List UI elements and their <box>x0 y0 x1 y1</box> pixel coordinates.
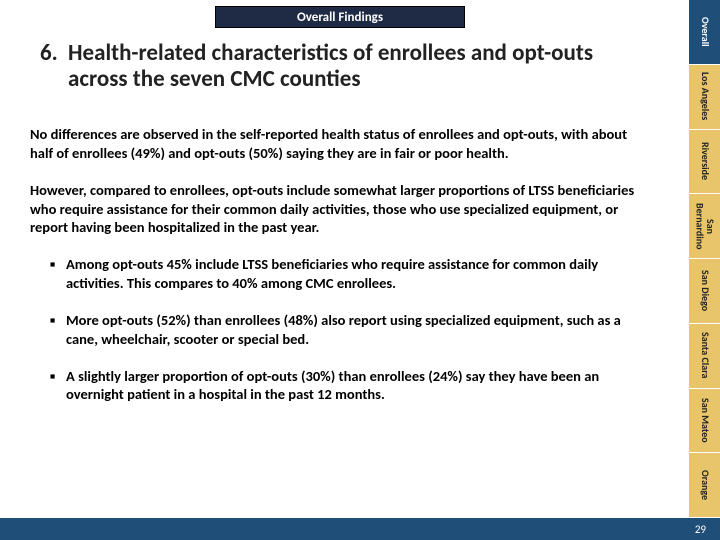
bullet-mark: ▪ <box>50 311 66 349</box>
side-tab-los-angeles[interactable]: Los Angeles <box>689 65 720 130</box>
list-item: ▪ More opt-outs (52%) than enrollees (48… <box>50 311 650 349</box>
bullet-mark: ▪ <box>50 367 66 405</box>
side-tab-san-diego[interactable]: San Diego <box>689 259 720 324</box>
side-tab-san-mateo[interactable]: San Mateo <box>689 389 720 454</box>
side-tab-san-bernardino[interactable]: San Bernardino <box>689 194 720 259</box>
bullet-text: More opt-outs (52%) than enrollees (48%)… <box>66 311 650 349</box>
slide-footer: 29 <box>0 518 720 540</box>
list-item: ▪ Among opt-outs 45% include LTSS benefi… <box>50 255 650 293</box>
slide-page: Overall Findings 6. Health-related chara… <box>0 0 720 540</box>
heading-number: 6. <box>40 40 68 93</box>
slide-heading: 6. Health-related characteristics of enr… <box>40 40 640 93</box>
slide-body: No differences are observed in the self-… <box>30 125 650 422</box>
side-tab-santa-clara[interactable]: Santa Clara <box>689 324 720 389</box>
list-item: ▪ A slightly larger proportion of opt-ou… <box>50 367 650 405</box>
bullet-text: Among opt-outs 45% include LTSS benefici… <box>66 255 650 293</box>
body-paragraph: No differences are observed in the self-… <box>30 125 650 163</box>
side-tab-orange[interactable]: Orange <box>689 453 720 518</box>
bullet-text: A slightly larger proportion of opt-outs… <box>66 367 650 405</box>
bullet-list: ▪ Among opt-outs 45% include LTSS benefi… <box>50 255 650 404</box>
top-tab-label: Overall Findings <box>297 10 383 25</box>
heading-text: Health-related characteristics of enroll… <box>68 40 640 93</box>
side-tab-riverside[interactable]: Riverside <box>689 130 720 195</box>
bullet-mark: ▪ <box>50 255 66 293</box>
page-number: 29 <box>695 523 706 536</box>
side-tab-overall[interactable]: Overall <box>689 0 720 65</box>
side-tab-strip: Overall Los Angeles Riverside San Bernar… <box>689 0 720 518</box>
body-paragraph: However, compared to enrollees, opt-outs… <box>30 181 650 238</box>
top-tab-overall-findings: Overall Findings <box>215 6 465 28</box>
